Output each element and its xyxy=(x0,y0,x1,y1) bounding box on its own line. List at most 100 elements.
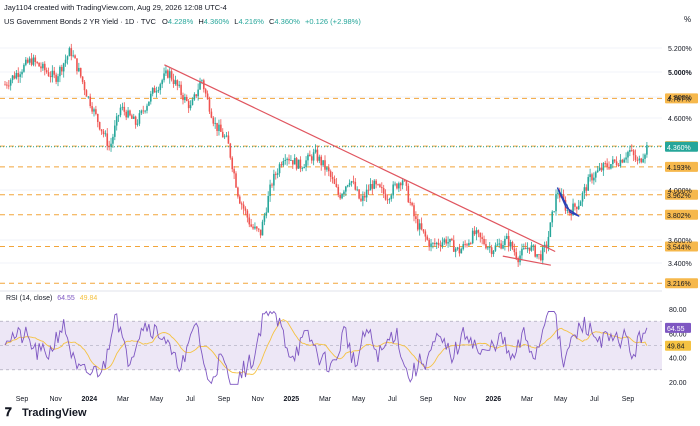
candle-body xyxy=(301,168,304,169)
candle-body xyxy=(119,107,122,116)
candle-body xyxy=(416,218,419,230)
candle-body xyxy=(507,235,510,247)
level-label: 3.802% xyxy=(667,213,691,220)
rsi-ma-tag xyxy=(665,340,691,351)
candle-body xyxy=(509,242,512,247)
time-tick-label: 2025 xyxy=(284,396,300,403)
candle-body xyxy=(532,245,535,247)
candle-body xyxy=(242,204,245,209)
candle-body xyxy=(121,106,124,108)
candle-body xyxy=(117,115,120,117)
time-axis: Sep Nov 2024 Mar May Jul Sep Nov 2025 Mar May Jul Se… xyxy=(16,396,635,403)
level-tag xyxy=(665,278,698,289)
ohlc-open-value: 4.228% xyxy=(168,17,194,26)
level-tag xyxy=(665,241,698,252)
candle-body xyxy=(363,195,366,198)
candle-body xyxy=(398,183,400,189)
candle-body xyxy=(528,247,531,251)
candle-body xyxy=(203,80,205,90)
candle-body xyxy=(324,160,326,170)
candle-body xyxy=(204,89,207,94)
candle-body xyxy=(195,94,198,97)
candle-body xyxy=(93,109,95,112)
candle-body xyxy=(549,222,552,237)
tradingview-logo[interactable]: 𝟕 TradingView xyxy=(5,405,87,419)
candle-body xyxy=(244,208,247,211)
candle-body xyxy=(346,185,349,187)
candle-body xyxy=(310,156,313,161)
candle-body xyxy=(479,232,482,238)
candle-body xyxy=(146,105,148,111)
candle-body xyxy=(343,191,345,195)
candle-body xyxy=(579,201,582,206)
candle-body xyxy=(636,159,639,161)
rsi-label: RSI (14, close) xyxy=(6,295,52,302)
candle-body xyxy=(577,205,580,210)
candle-body xyxy=(208,99,211,112)
candle-body xyxy=(574,203,576,207)
candle-body xyxy=(415,216,417,219)
candle-body xyxy=(144,110,146,112)
price-tick-label-highlighted: 5.000% xyxy=(668,70,693,77)
candle-body xyxy=(112,136,114,144)
candle-body xyxy=(11,75,14,81)
candle-body xyxy=(488,247,491,249)
candle-body xyxy=(13,75,16,79)
candle-body xyxy=(420,223,423,230)
time-tick-label: 2024 xyxy=(82,396,98,403)
candle-body xyxy=(96,113,99,122)
candle-body xyxy=(341,194,343,199)
time-tick-label: Mar xyxy=(521,396,534,403)
candle-body xyxy=(326,167,328,170)
flag-pattern xyxy=(556,187,580,217)
candle-body xyxy=(7,85,10,87)
candle-body xyxy=(163,73,165,81)
candle-body xyxy=(553,211,555,213)
level-label: 3.962% xyxy=(667,193,691,200)
candle-body xyxy=(379,184,381,188)
candle-body xyxy=(452,240,455,252)
candle-body xyxy=(28,58,31,63)
candle-body xyxy=(388,199,391,200)
candle-body xyxy=(481,237,483,239)
candle-body xyxy=(189,105,192,109)
horizontal-levels: 4.787%4.366%4.193%3.962%3.802%3.544%3.21… xyxy=(0,93,698,289)
candle-body xyxy=(83,81,86,91)
candle-body xyxy=(521,248,523,256)
candle-body xyxy=(138,113,141,124)
candle-body xyxy=(526,247,529,250)
rsi-header-value: 64.55 xyxy=(57,295,75,302)
candle-body xyxy=(394,183,396,185)
candle-body xyxy=(98,121,101,130)
candle-body xyxy=(576,206,578,210)
time-tick-label: May xyxy=(150,396,164,403)
candle-body xyxy=(426,236,429,240)
candle-body xyxy=(538,254,540,255)
candle-body xyxy=(396,183,398,189)
candle-body xyxy=(632,150,635,156)
candle-body xyxy=(201,80,203,82)
candle-body xyxy=(168,71,171,78)
candle-body xyxy=(235,173,237,188)
rsi-header-ma-value: 49.84 xyxy=(80,295,98,302)
candle-body xyxy=(129,110,131,116)
candle-body xyxy=(49,76,52,78)
candle-body xyxy=(441,242,444,247)
candle-body xyxy=(447,242,449,244)
candle-body xyxy=(390,195,393,200)
candle-body xyxy=(89,96,92,107)
candle-body xyxy=(153,87,156,93)
time-tick-label: Jul xyxy=(388,396,397,403)
candle-body xyxy=(155,91,158,93)
currency-marker: % xyxy=(684,15,691,24)
candle-body xyxy=(327,167,330,172)
symbol-title: US Government Bonds 2 YR Yield · 1D · TV… xyxy=(4,17,361,26)
candle-body xyxy=(240,203,243,205)
candle-body xyxy=(21,71,23,75)
candle-body xyxy=(248,217,251,225)
candle-body xyxy=(293,158,296,165)
candle-body xyxy=(4,84,6,86)
candle-body xyxy=(191,99,194,106)
candle-body xyxy=(123,106,126,112)
candle-body xyxy=(551,211,554,223)
